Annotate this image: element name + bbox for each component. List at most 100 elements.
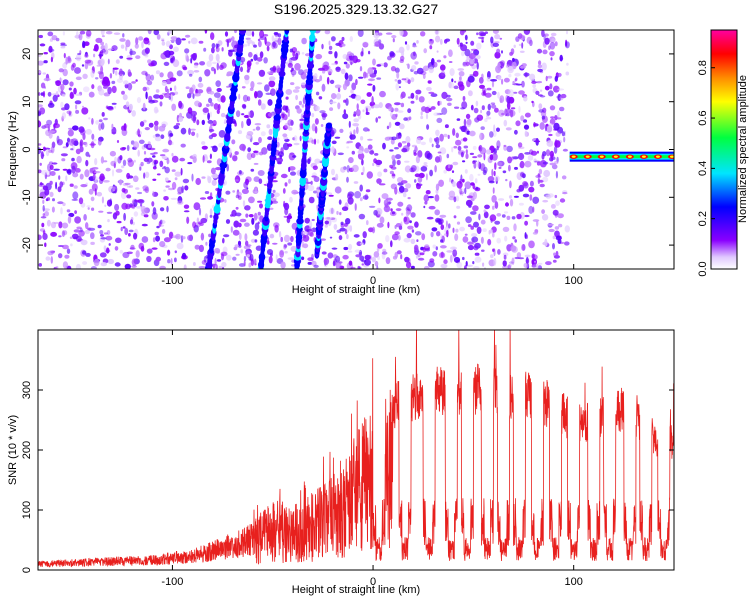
noise-blob — [152, 237, 156, 243]
noise-blob — [444, 39, 448, 44]
noise-blob — [93, 53, 96, 58]
noise-blob — [79, 30, 86, 35]
noise-blob — [470, 104, 474, 111]
noise-blob — [358, 76, 364, 79]
noise-blob — [362, 127, 369, 132]
noise-blob — [211, 179, 217, 186]
noise-blob — [257, 221, 260, 225]
noise-blob — [328, 40, 331, 46]
noise-blob — [167, 139, 173, 146]
noise-blob — [438, 100, 442, 106]
noise-blob — [62, 244, 69, 250]
noise-blob — [334, 84, 342, 89]
noise-blob — [219, 64, 224, 70]
noise-blob — [103, 232, 108, 235]
noise-blob — [454, 233, 459, 241]
noise-blob — [48, 130, 56, 133]
noise-blob — [521, 80, 525, 88]
noise-blob — [430, 231, 434, 238]
noise-blob — [494, 51, 501, 59]
noise-blob — [302, 243, 309, 249]
noise-blob — [293, 135, 298, 142]
noise-blob — [119, 38, 126, 42]
noise-blob — [426, 124, 430, 130]
noise-blob — [198, 76, 203, 83]
noise-blob — [335, 173, 339, 181]
noise-blob — [506, 95, 511, 104]
noise-blob — [452, 249, 458, 257]
noise-blob — [38, 147, 42, 155]
noise-blob — [512, 57, 515, 62]
noise-blob — [467, 244, 474, 251]
noise-blob — [364, 105, 372, 112]
noise-blob — [478, 77, 484, 84]
noise-blob — [173, 125, 180, 130]
noise-blob — [44, 86, 46, 89]
noise-blob — [366, 220, 369, 226]
noise-blob — [50, 231, 57, 237]
noise-blob — [481, 105, 485, 111]
noise-blob — [93, 258, 100, 267]
noise-blob — [186, 216, 190, 224]
noise-blob — [286, 217, 291, 224]
noise-blob — [114, 203, 120, 211]
noise-blob — [431, 143, 434, 148]
noise-blob — [253, 162, 259, 165]
noise-blob — [170, 39, 176, 42]
noise-blob — [508, 195, 513, 199]
noise-blob — [129, 219, 134, 225]
noise-blob — [465, 149, 468, 154]
noise-blob — [345, 218, 351, 225]
noise-blob — [388, 121, 392, 128]
noise-blob — [550, 57, 553, 61]
noise-blob — [265, 92, 272, 96]
noise-blob — [102, 180, 110, 183]
noise-blob — [237, 222, 241, 228]
noise-blob — [329, 236, 333, 239]
noise-blob — [234, 175, 241, 184]
noise-blob — [145, 72, 148, 77]
noise-blob — [152, 190, 155, 197]
carrier-peak-core — [641, 155, 646, 158]
noise-blob — [362, 166, 365, 174]
noise-blob — [439, 133, 444, 142]
noise-blob — [406, 63, 410, 66]
noise-blob — [535, 90, 540, 95]
noise-blob — [266, 124, 271, 129]
noise-blob — [363, 71, 367, 79]
noise-blob — [226, 39, 229, 48]
noise-blob — [492, 30, 499, 34]
noise-blob — [125, 39, 131, 48]
noise-blob — [90, 70, 95, 78]
noise-blob — [40, 216, 47, 219]
noise-blob — [362, 109, 365, 113]
noise-blob — [357, 152, 365, 160]
noise-blob — [329, 107, 334, 111]
noise-blob — [353, 181, 359, 184]
noise-blob — [75, 109, 80, 114]
noise-blob — [397, 135, 402, 140]
noise-blob — [553, 85, 560, 93]
noise-blob — [105, 105, 109, 109]
noise-blob — [394, 147, 399, 150]
noise-blob — [389, 112, 393, 117]
noise-blob — [368, 205, 376, 208]
noise-blob — [152, 159, 155, 166]
noise-blob — [348, 95, 355, 98]
y-tick-label: 10 — [21, 96, 33, 108]
noise-blob — [137, 191, 143, 195]
noise-blob — [484, 204, 490, 210]
noise-blob — [549, 51, 555, 57]
noise-blob — [226, 71, 234, 76]
noise-blob — [134, 43, 139, 49]
noise-blob — [170, 197, 177, 200]
noise-blob — [472, 205, 479, 212]
noise-blob — [457, 145, 462, 151]
noise-blob — [253, 176, 260, 183]
noise-blob — [82, 105, 84, 108]
noise-blob — [220, 95, 226, 103]
noise-blob — [518, 184, 525, 192]
noise-blob — [191, 53, 197, 61]
noise-blob — [106, 211, 113, 214]
noise-blob — [153, 94, 161, 99]
